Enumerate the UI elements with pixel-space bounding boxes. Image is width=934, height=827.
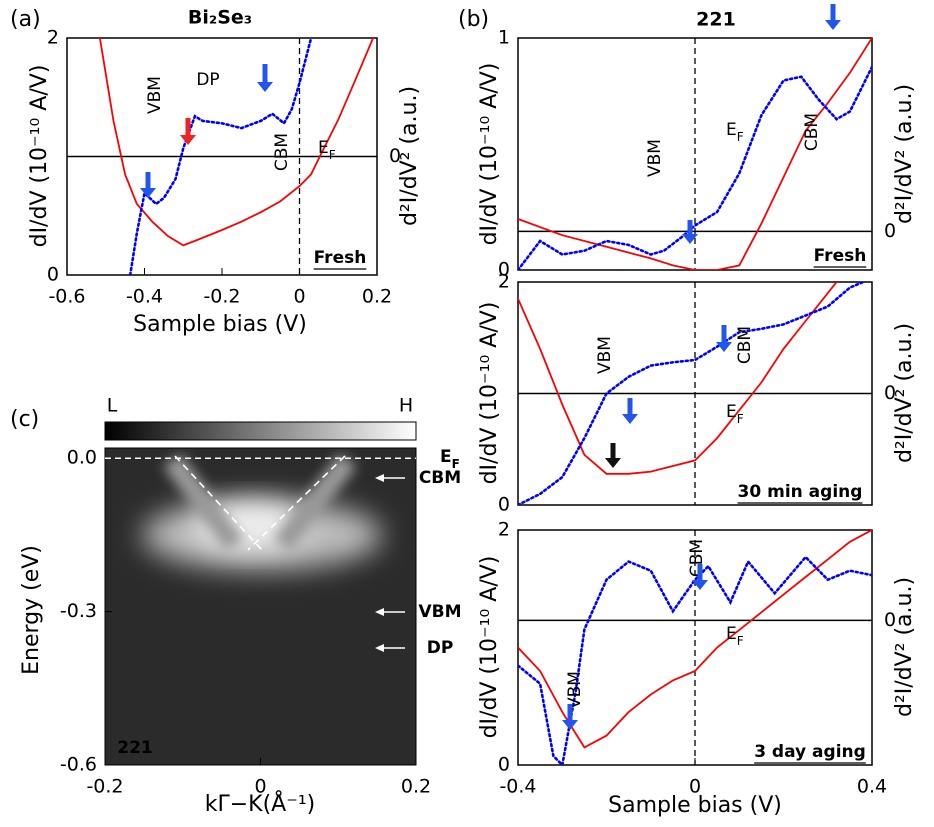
fermi-main: E <box>440 447 452 467</box>
arrow-head <box>622 414 638 424</box>
y2-tick-label: 0 <box>389 145 401 167</box>
colorbar-label: L <box>107 395 118 417</box>
arpes-image <box>105 448 416 765</box>
x-tick-label: 0 <box>293 286 305 308</box>
annotation: CBM <box>272 133 292 171</box>
arrow-head <box>825 20 841 30</box>
y-axis-label: dI/dV (10⁻¹⁰ A/V) <box>27 65 52 248</box>
x-tick-label: -0.2 <box>86 776 123 798</box>
annotation: 3 day aging <box>754 742 866 762</box>
x-tick-label: 0.2 <box>362 286 392 308</box>
y-axis-label: Energy (eV) <box>19 545 44 675</box>
fermi-sub: F <box>452 457 460 471</box>
y-tick-label: 0 <box>498 754 510 776</box>
x-tick-label: -0.4 <box>126 286 163 308</box>
fermi-main: E <box>726 624 737 644</box>
y2-tick-label: 0 <box>884 609 896 631</box>
annotation: Fresh <box>814 246 867 266</box>
y2-axis-label: d²I/dV² (a.u.) <box>892 84 917 224</box>
x-tick-label: 0.4 <box>857 776 887 798</box>
y-axis-label: dI/dV (10⁻¹⁰ A/V) <box>477 302 502 485</box>
fermi-sub: F <box>329 148 336 162</box>
arrow-head <box>180 135 196 145</box>
annotation: VBM <box>565 671 585 709</box>
arrow-head <box>140 188 156 198</box>
x-tick-label: -0.4 <box>499 776 536 798</box>
y-tick-label: -0.3 <box>60 600 97 622</box>
fermi-main: E <box>318 138 329 158</box>
y2-tick-label: 0 <box>884 382 896 404</box>
annotation: 221 <box>117 738 153 758</box>
annotation: CBM <box>735 326 755 364</box>
fermi-main: E <box>726 120 737 140</box>
y-tick-label: 0.0 <box>67 447 97 469</box>
chart-title: 221 <box>696 9 736 31</box>
x-tick-label: 0 <box>254 776 266 798</box>
annotation: CBM <box>687 539 707 577</box>
fermi-sub: F <box>737 130 744 144</box>
colorbar-label: H <box>399 395 413 417</box>
x-axis-label: Sample bias (V) <box>133 312 307 337</box>
y-tick-label: 2 <box>498 271 510 293</box>
x-tick-label: 0.2 <box>401 776 431 798</box>
x-tick-label: -0.2 <box>203 286 240 308</box>
annotation: CBM <box>419 468 461 488</box>
annotation: VBM <box>145 76 165 114</box>
arrow-head <box>257 82 273 92</box>
y-tick-label: -0.6 <box>60 754 97 776</box>
y-axis-label: dI/dV (10⁻¹⁰ A/V) <box>477 63 502 246</box>
y-tick-label: 0 <box>498 494 510 516</box>
annotation: VBM <box>595 336 615 374</box>
panel-label: (a) <box>10 7 41 32</box>
fermi-sub: F <box>737 634 744 648</box>
fermi-sub: F <box>737 412 744 426</box>
panel-label: (c) <box>10 407 39 432</box>
x-tick-label: -0.6 <box>48 286 85 308</box>
figure: (a) Bi₂Se₃ Sample bias (V) dI/dV (10⁻¹⁰ A/V… <box>0 0 934 823</box>
y-axis-label: dI/dV (10⁻¹⁰ A/V) <box>477 556 502 739</box>
fermi-label: EF <box>318 138 336 162</box>
arrow-head <box>605 458 621 468</box>
didv-curve <box>518 282 837 474</box>
y2-axis-label: d²I/dV² (a.u.) <box>892 577 917 717</box>
y-tick-label: 0 <box>47 264 59 286</box>
y-tick-label: 1 <box>498 27 510 49</box>
fermi-label: EF <box>440 447 460 471</box>
annotation: VBM <box>645 139 665 177</box>
annotation: VBM <box>418 602 461 622</box>
annotation: DP <box>427 638 454 658</box>
y2-tick-label: 0 <box>884 220 896 242</box>
y-tick-label: 2 <box>498 519 510 541</box>
chart-title: Bi₂Se₃ <box>188 7 252 29</box>
panel-label: (b) <box>458 7 489 32</box>
annotation: 30 min aging <box>738 482 863 502</box>
x-tick-label: 0 <box>689 776 701 798</box>
arrow-head <box>562 720 578 730</box>
annotation: DP <box>196 70 219 90</box>
colorbar <box>105 422 416 440</box>
fermi-label: EF <box>726 120 744 144</box>
fermi-label: EF <box>726 402 744 426</box>
annotation: Fresh <box>314 248 367 268</box>
y-tick-label: 2 <box>47 27 59 49</box>
fermi-main: E <box>726 402 737 422</box>
annotation: CBM <box>802 113 822 151</box>
